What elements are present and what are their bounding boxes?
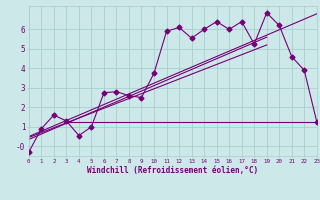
X-axis label: Windchill (Refroidissement éolien,°C): Windchill (Refroidissement éolien,°C) bbox=[87, 166, 258, 175]
